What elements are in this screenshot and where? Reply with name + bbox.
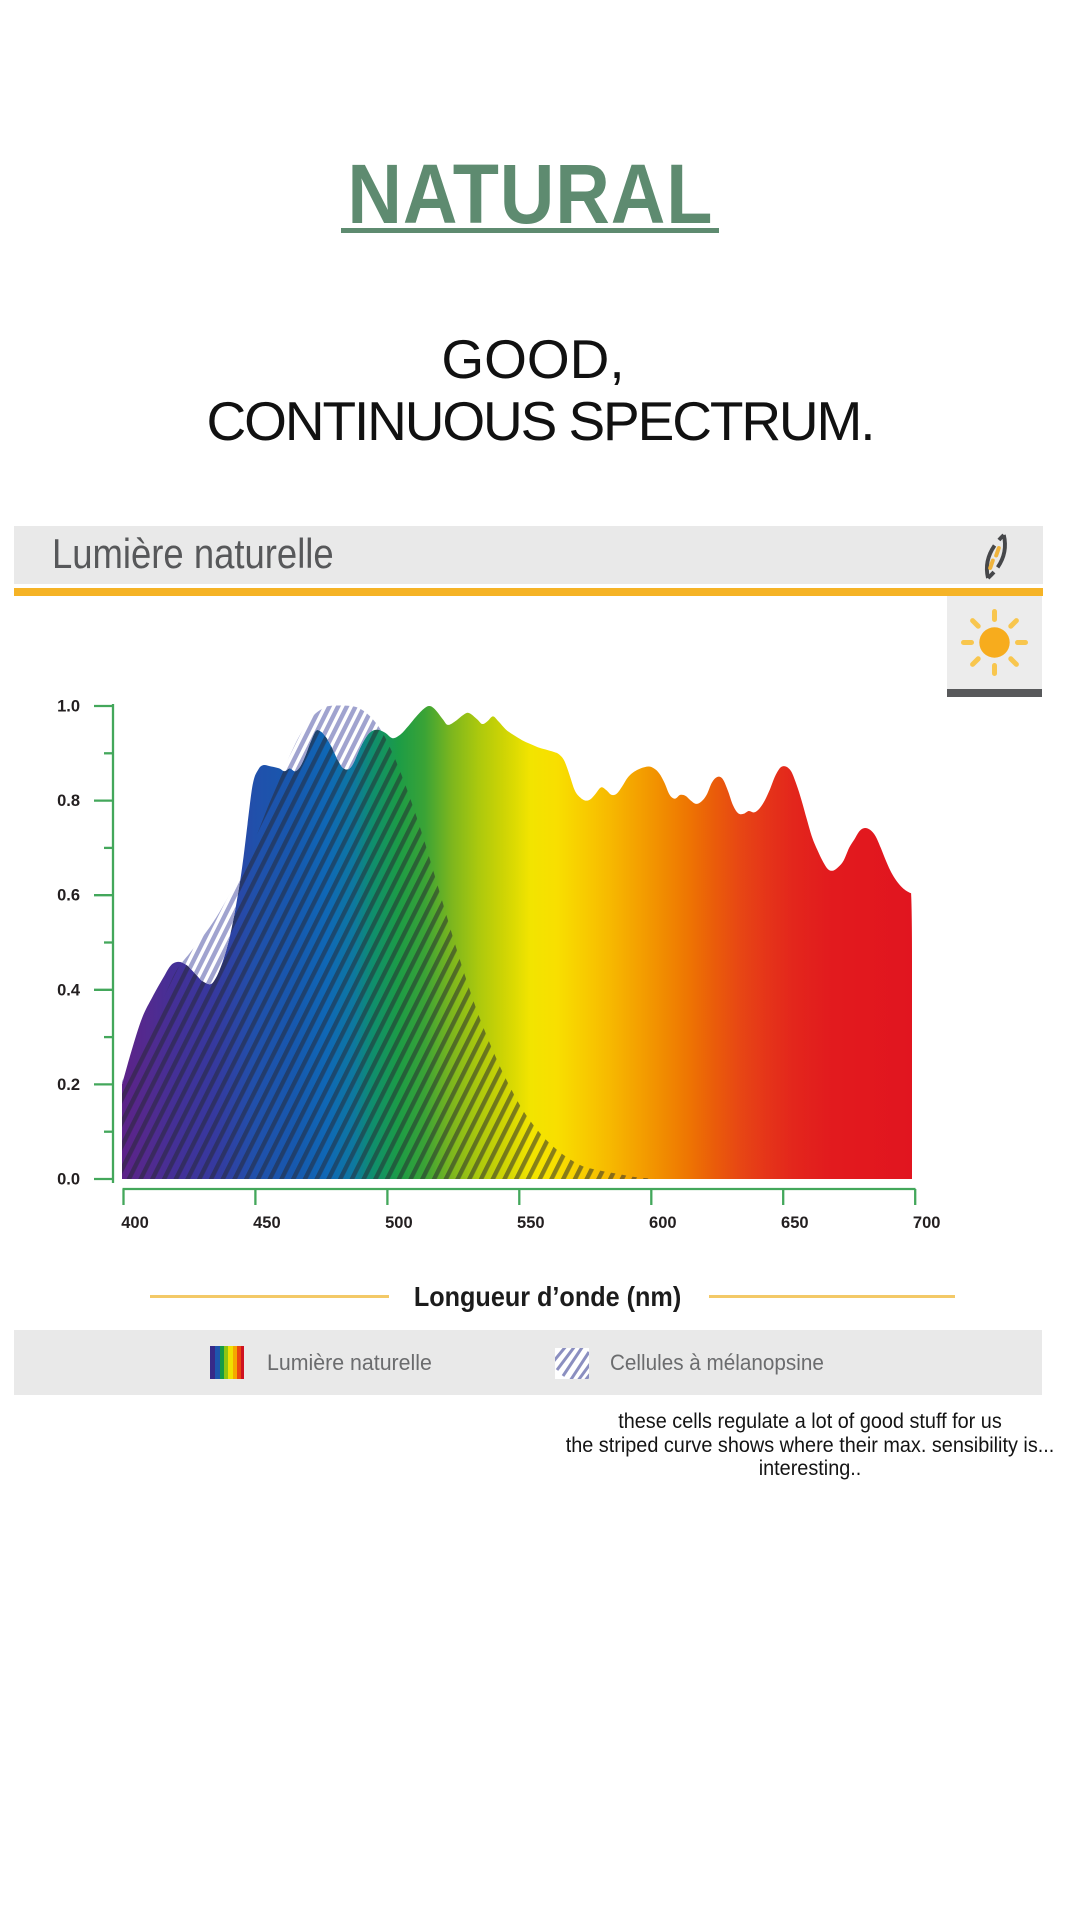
svg-text:0.4: 0.4 [57,981,81,999]
svg-text:1.0: 1.0 [57,698,80,716]
svg-text:0.0: 0.0 [57,1171,80,1189]
svg-text:450: 450 [253,1214,281,1232]
svg-text:400: 400 [121,1214,149,1232]
svg-text:500: 500 [385,1214,413,1232]
svg-text:0.2: 0.2 [57,1076,80,1094]
svg-text:0.6: 0.6 [57,887,80,905]
svg-text:550: 550 [517,1214,545,1232]
svg-text:700: 700 [913,1214,941,1232]
svg-text:600: 600 [649,1214,677,1232]
svg-text:0.8: 0.8 [57,792,80,810]
svg-text:650: 650 [781,1214,809,1232]
